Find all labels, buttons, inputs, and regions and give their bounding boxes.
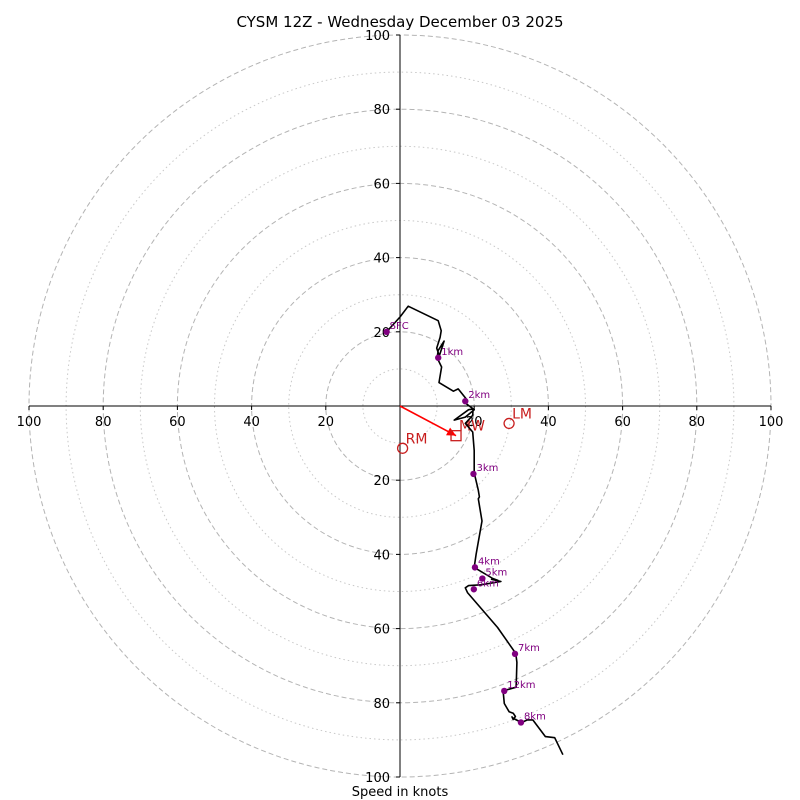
height-label-6km: 6km (477, 578, 499, 589)
height-marker-8km (517, 719, 525, 726)
x-tick-label: 40 (243, 415, 260, 430)
x-tick-label: 60 (169, 415, 186, 430)
mw-marker (450, 430, 462, 442)
x-tick-label: 100 (17, 415, 42, 430)
mean-wind-vector (399, 405, 457, 437)
y-tick-label: 80 (373, 103, 390, 118)
height-label-sfc: SFC (390, 321, 409, 332)
rm-marker (396, 442, 409, 454)
y-tick-label: 40 (373, 252, 390, 267)
x-tick-label: 60 (614, 415, 631, 430)
tick-labels: 100 80 60 40 20 20 40 60 80 100100806040202040608… (17, 29, 784, 786)
lm-label: LM (512, 406, 532, 422)
height-marker-2km (462, 397, 469, 405)
height-label-7km: 7km (518, 643, 540, 654)
height-marker-3km (470, 470, 477, 478)
height-marker-7km (511, 650, 519, 658)
x-tick-label: 40 (540, 415, 557, 430)
y-tick-label: 100 (365, 771, 390, 786)
y-tick-label: 40 (373, 548, 390, 563)
y-tick-label: 100 (365, 29, 390, 44)
height-marker-4km (471, 564, 479, 571)
height-label-1km: 1km (441, 347, 463, 358)
x-tick-label: 100 (759, 415, 784, 430)
height-marker-5km (479, 575, 486, 582)
height-marker-1km (435, 354, 442, 361)
height-marker-12km (501, 687, 508, 695)
height-label-5km: 5km (485, 568, 507, 579)
height-label-4km: 4km (478, 556, 500, 567)
height-label-2km: 2km (468, 390, 490, 401)
height-marker-sfc (383, 328, 390, 335)
x-tick-label: 20 (318, 415, 335, 430)
y-tick-label: 80 (373, 697, 390, 712)
y-tick-label: 60 (373, 623, 390, 638)
rm-label: RM (406, 431, 428, 447)
y-tick-label: 60 (373, 177, 390, 192)
chart-title: CYSM 12Z - Wednesday December 03 2025 (236, 13, 563, 31)
height-label-3km: 3km (476, 463, 498, 474)
x-axis-label: Speed in knots (352, 785, 449, 800)
wind-trace (386, 305, 564, 756)
hodograph-trace (386, 305, 564, 756)
height-label-8km: 8km (524, 711, 546, 722)
height-label-12km: 12km (507, 680, 535, 691)
lm-marker (503, 417, 515, 430)
y-tick-label: 20 (373, 474, 390, 489)
height-marker-6km (470, 586, 478, 593)
x-tick-label: 80 (95, 415, 112, 430)
x-tick-label: 80 (689, 415, 706, 430)
